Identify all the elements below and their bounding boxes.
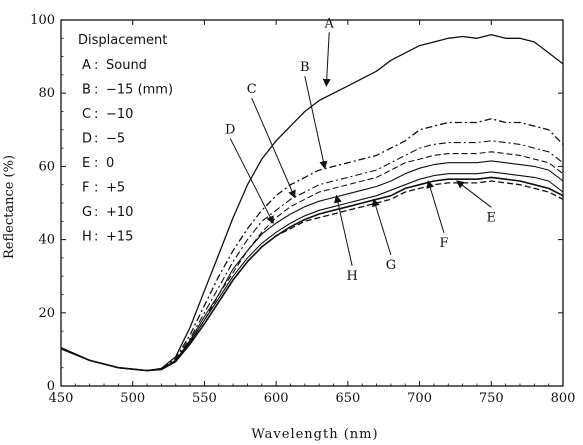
curve-arrow-g bbox=[371, 198, 392, 256]
legend-entry-text: Sound bbox=[106, 58, 147, 73]
series-line-b bbox=[60, 118, 564, 372]
curve-label-c: C bbox=[247, 82, 257, 97]
curve-arrow-h bbox=[334, 194, 353, 266]
x-tick-label: 800 bbox=[551, 391, 576, 406]
series-line-a bbox=[60, 33, 564, 372]
x-tick-label: 600 bbox=[264, 391, 289, 406]
curve-label-e: E bbox=[487, 210, 497, 225]
curve-arrow-e bbox=[456, 180, 492, 208]
annotations: A B C D E F G H bbox=[225, 16, 496, 284]
y-tick-label: 20 bbox=[38, 306, 55, 321]
x-axis-label: Wavelength (nm) bbox=[251, 427, 378, 442]
y-tick-label: 80 bbox=[38, 86, 55, 101]
curve-label-g: G bbox=[386, 258, 396, 273]
legend-title: Displacement bbox=[78, 33, 167, 48]
curve-arrow-a bbox=[322, 32, 331, 87]
legend-entry-text: −15 (mm) bbox=[106, 83, 173, 98]
legend-entry-colon: : bbox=[94, 156, 98, 171]
legend-entry-text: 0 bbox=[106, 156, 114, 171]
curve-label-a: A bbox=[324, 16, 335, 31]
series-line-c bbox=[60, 140, 564, 372]
x-tick-label: 450 bbox=[49, 391, 74, 406]
legend-entry-key: E bbox=[82, 156, 90, 171]
series-layer bbox=[60, 33, 564, 372]
curve-label-b: B bbox=[300, 60, 310, 75]
x-tick-label: 700 bbox=[407, 391, 432, 406]
legend-entry-key: B bbox=[82, 83, 91, 98]
legend-entry-text: −10 bbox=[106, 107, 133, 122]
legend-entry-text: −5 bbox=[106, 132, 125, 147]
series-line-d bbox=[60, 151, 564, 372]
series-line-g bbox=[60, 176, 564, 372]
x-tick-label: 550 bbox=[192, 391, 217, 406]
y-tick-label: 100 bbox=[30, 13, 55, 28]
series-line-h bbox=[60, 160, 564, 372]
legend-entry-colon: : bbox=[94, 132, 98, 147]
curve-arrow-c bbox=[251, 98, 296, 199]
legend-entry-key: C bbox=[82, 107, 91, 122]
legend-entry-key: F bbox=[82, 181, 89, 196]
legend-entry-colon: : bbox=[94, 230, 98, 245]
legend: Displacement A: Sound B: −15 (mm) C: −10 D: −5 E:… bbox=[78, 33, 173, 245]
curve-label-f: F bbox=[439, 236, 448, 251]
legend-entry-text: +5 bbox=[106, 181, 125, 196]
x-tick-label: 750 bbox=[479, 391, 504, 406]
legend-entry-key: A bbox=[82, 58, 91, 73]
curve-arrow-d bbox=[229, 138, 274, 225]
legend-entry-key: D bbox=[82, 132, 92, 147]
x-tick-label: 650 bbox=[335, 391, 360, 406]
legend-entry-colon: : bbox=[94, 83, 98, 98]
curve-arrow-b bbox=[304, 76, 328, 170]
axis-ticks: 450 500 550 600 650 700 750 800 0 20 40 60 80 100 bbox=[30, 13, 575, 406]
x-tick-label: 500 bbox=[120, 391, 145, 406]
y-tick-label: 0 bbox=[47, 379, 55, 394]
legend-entry-colon: : bbox=[94, 205, 98, 220]
legend-entry-key: G bbox=[82, 205, 92, 220]
legend-entry-key: H bbox=[82, 230, 92, 245]
legend-entry-colon: : bbox=[94, 107, 98, 122]
series-line-f bbox=[60, 171, 564, 372]
y-axis-label: Reflectance (%) bbox=[2, 155, 17, 259]
legend-entry-text: +15 bbox=[106, 230, 133, 245]
legend-entry-colon: : bbox=[94, 58, 98, 73]
y-tick-label: 40 bbox=[38, 233, 55, 248]
plot-area bbox=[60, 19, 564, 387]
curve-arrow-f bbox=[426, 180, 445, 234]
legend-entry-text: +10 bbox=[106, 205, 133, 220]
curve-label-d: D bbox=[225, 122, 235, 137]
y-tick-label: 60 bbox=[38, 159, 55, 174]
legend-entry-colon: : bbox=[94, 181, 98, 196]
plot-border bbox=[60, 19, 564, 387]
curve-label-h: H bbox=[346, 269, 357, 284]
